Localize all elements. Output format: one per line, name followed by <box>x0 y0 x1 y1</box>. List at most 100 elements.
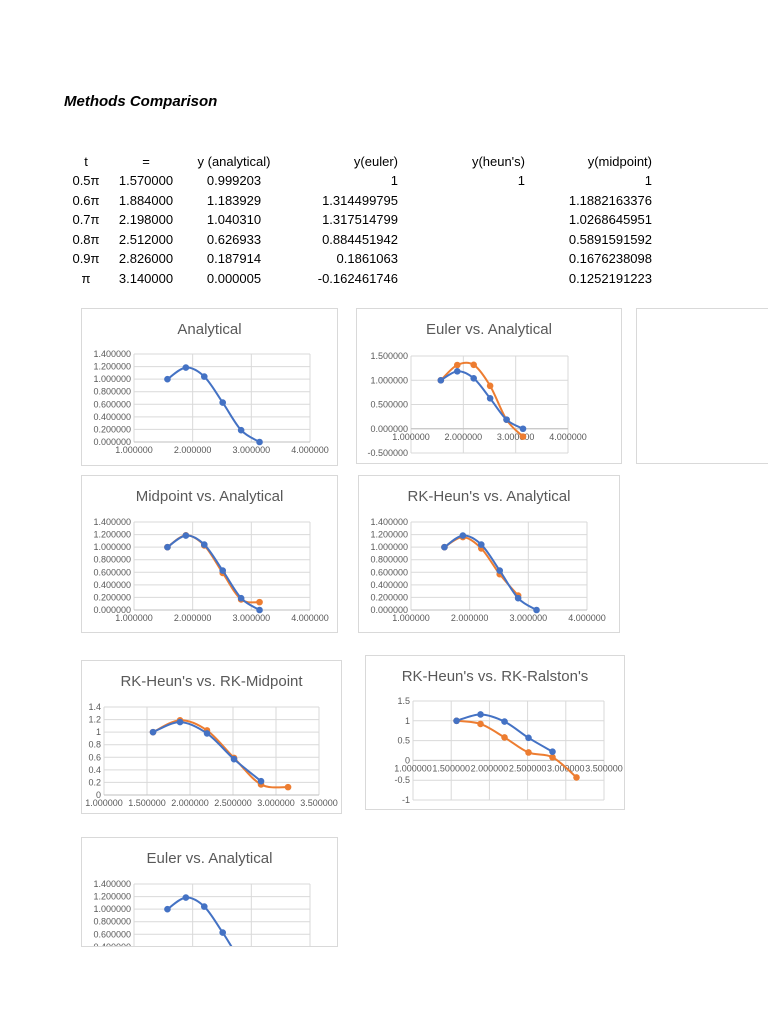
table-cell: -0.162461746 <box>317 270 398 286</box>
chart-6[interactable]: -1 -0.5 0 0.5 1 1.5 1.000000 1.500000 2.000000 2.… <box>365 655 625 810</box>
x-tick-label: 2.500000 <box>509 763 547 773</box>
table-cell: 0.999203 <box>206 173 262 189</box>
y-tick-label: 1.4 <box>88 702 101 712</box>
x-tick-label: 3.000000 <box>510 613 548 623</box>
data-point <box>164 905 171 913</box>
table-cell: π <box>81 270 91 286</box>
y-tick-label: 0.000000 <box>370 424 408 434</box>
table-cell: 1.1882163376 <box>568 192 652 208</box>
data-point <box>200 541 208 548</box>
chart-title: Analytical <box>177 321 242 338</box>
y-tick-label: 0.600000 <box>93 567 131 577</box>
y-tick-label: 1.200000 <box>93 362 131 372</box>
data-point <box>549 753 556 761</box>
x-tick-label: 1.000000 <box>115 445 153 455</box>
table-cell: 2.512000 <box>118 231 174 247</box>
y-tick-label: 1.200000 <box>93 892 131 902</box>
y-tick-label: -1 <box>402 795 410 805</box>
data-point <box>441 543 448 551</box>
table-cell: 0.884451942 <box>322 231 398 247</box>
table-cell <box>398 210 525 230</box>
data-point <box>519 433 527 440</box>
data-point <box>257 777 265 785</box>
series-line <box>152 719 289 789</box>
chart-svg: -0.500000 0.000000 0.500000 1.000000 1.50000… <box>367 351 587 458</box>
x-tick-label: 3.500000 <box>300 798 338 808</box>
series-line <box>166 534 260 604</box>
y-tick-label: 0.400000 <box>93 412 131 422</box>
x-tick-label: 4.000000 <box>568 613 606 623</box>
column-header: y (analytical) <box>197 154 271 169</box>
table-cell: 1.317514799 <box>322 212 398 228</box>
x-tick-label: 2.000000 <box>451 613 489 623</box>
x-tick-label: 2.000000 <box>445 432 483 442</box>
y-tick-label: 0.2 <box>88 777 101 787</box>
chart-7[interactable]: 0.0000000.2000000.4000000.6000000.800000… <box>81 837 338 947</box>
data-point <box>182 532 190 539</box>
table-cell: 1 <box>517 173 525 189</box>
y-tick-label: 1 <box>405 716 410 726</box>
y-tick-label: -0.500000 <box>367 448 408 458</box>
table-row: 0.9π 2.826000 0.187914 0.1861063 0.167623809… <box>62 249 652 269</box>
table-row: 0.8π 2.512000 0.626933 0.884451942 0.5891591… <box>62 230 652 250</box>
x-tick-label: 3.500000 <box>585 763 623 773</box>
table-cell: 2.826000 <box>118 251 174 267</box>
chart-title: Euler vs. Analytical <box>426 321 552 338</box>
data-point <box>453 361 461 369</box>
chart-3[interactable]: 0.000000 0.200000 0.400000 0.600000 0.800000… <box>81 475 338 633</box>
chart-4[interactable]: 0.000000 0.200000 0.400000 0.600000 0.800000… <box>358 475 620 633</box>
y-tick-label: 1.2 <box>88 715 101 725</box>
chart-svg: 0 0.2 0.4 0.6 0.8 1 1.2 1.4 1.000000 1.500000 2.00… <box>85 702 338 808</box>
table-cell: 2.198000 <box>118 212 174 228</box>
data-point <box>164 543 171 551</box>
x-tick-label: 2.000000 <box>174 445 212 455</box>
data-point <box>219 567 227 574</box>
y-tick-label: 0.200000 <box>93 592 131 602</box>
table-cell <box>398 249 525 269</box>
chart-title: Midpoint vs. Analytical <box>135 488 284 505</box>
y-tick-label: 1.000000 <box>370 375 408 385</box>
data-point <box>256 598 263 606</box>
table-cell: 1.314499795 <box>322 192 398 208</box>
chart-svg: 0.000000 0.200000 0.400000 0.600000 0.800000… <box>370 517 606 623</box>
data-point <box>486 382 494 390</box>
table-cell: 0.187914 <box>206 251 262 267</box>
x-tick-label: 1.000000 <box>85 798 123 808</box>
data-point <box>176 718 184 726</box>
column-header: t <box>84 154 88 169</box>
data-point <box>477 720 484 728</box>
series-line <box>440 361 524 438</box>
chart-title: Euler vs. Analytical <box>146 850 273 867</box>
table-cell: 0.000005 <box>206 270 262 286</box>
data-point <box>182 364 190 371</box>
y-tick-label: 0 <box>405 755 410 765</box>
heading: Methods Comparison <box>64 93 218 110</box>
data-point <box>549 748 556 755</box>
chart-title: RK-Heun's vs. RK-Midpoint <box>120 673 303 690</box>
data-point <box>514 594 522 602</box>
data-point <box>149 728 157 736</box>
table-cell: 3.140000 <box>118 270 174 286</box>
y-tick-label: 0.8 <box>88 740 101 750</box>
table-cell <box>398 269 525 289</box>
x-tick-label: 4.000000 <box>549 432 587 442</box>
data-point <box>573 774 580 781</box>
data-point <box>477 711 484 718</box>
data-point <box>219 399 227 406</box>
results-table: t = y (analytical) y(euler) y(heun's) y(midpo… <box>62 152 652 288</box>
data-point <box>501 718 508 725</box>
chart-title: RK-Heun's vs. Analytical <box>407 488 571 505</box>
data-point <box>533 606 540 614</box>
chart-2[interactable]: -0.500000 0.000000 0.500000 1.000000 1.50000… <box>356 308 622 464</box>
table-cell: 1.0268645951 <box>568 212 652 228</box>
y-tick-label: 1 <box>96 727 101 737</box>
x-tick-label: 2.000000 <box>174 613 212 623</box>
chart-5[interactable]: 0 0.2 0.4 0.6 0.8 1 1.2 1.4 1.000000 1.500000 2.00… <box>81 660 342 814</box>
y-tick-label: 1.000000 <box>93 904 131 914</box>
chart-1[interactable]: 0.000000 0.200000 0.400000 0.600000 0.800000… <box>81 308 338 466</box>
data-point <box>256 606 263 614</box>
column-header: y(euler) <box>353 154 398 169</box>
x-tick-label: 1.000000 <box>392 613 430 623</box>
y-tick-label: 0.400000 <box>370 580 408 590</box>
x-tick-label: 3.000000 <box>233 613 271 623</box>
